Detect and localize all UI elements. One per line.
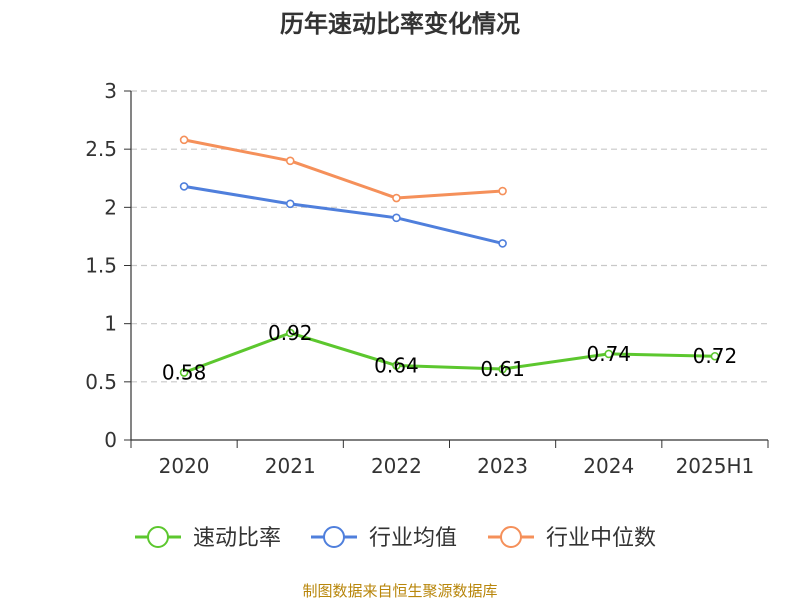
series-line xyxy=(183,184,503,245)
data-point xyxy=(179,182,189,191)
y-tick-label: 2.5 xyxy=(85,137,117,161)
data-labels: 0.58 0.92 0.64 0.61 0.74 0.72 xyxy=(162,321,737,385)
data-label: 0.61 xyxy=(480,357,525,381)
x-tick-label: 2022 xyxy=(371,454,422,478)
series-line xyxy=(183,331,715,374)
data-point xyxy=(498,239,507,248)
x-tick-label: 2021 xyxy=(265,454,316,478)
x-tick-label: 2025H1 xyxy=(676,454,755,478)
x-tick-label: 2023 xyxy=(477,454,528,478)
data-point xyxy=(285,156,295,166)
data-label: 0.74 xyxy=(586,342,631,366)
legend-label: 行业中位数 xyxy=(546,526,656,551)
data-point xyxy=(498,186,507,196)
y-tick-label: 0.5 xyxy=(85,370,117,394)
axes: 0 0.5 1 1.5 2 2.5 3 2020 2021 2022 2023 2024 2025H1 xyxy=(85,79,769,478)
x-tick-label: 2020 xyxy=(159,454,210,478)
legend-marker xyxy=(323,526,345,548)
data-point xyxy=(285,199,295,209)
data-point xyxy=(498,364,507,374)
data-label: 0.58 xyxy=(162,361,207,385)
legend[interactable]: 速动比率 行业均值 行业中位数 xyxy=(135,526,656,551)
data-point xyxy=(392,193,401,203)
y-tick-label: 1 xyxy=(104,312,117,336)
data-label: 0.64 xyxy=(374,354,419,378)
legend-item[interactable]: 速动比率 xyxy=(135,526,281,551)
chart-title: 历年速动比率变化情况 xyxy=(280,10,520,38)
data-point xyxy=(710,351,720,361)
legend-marker xyxy=(147,526,169,548)
y-tick-label: 3 xyxy=(104,79,117,103)
legend-item[interactable]: 行业中位数 xyxy=(488,526,656,551)
y-tick-label: 0 xyxy=(104,428,117,452)
data-point xyxy=(285,328,295,338)
data-label: 0.92 xyxy=(268,321,313,345)
x-tick-label: 2024 xyxy=(583,454,634,478)
source-text: 制图数据来自恒生聚源数据库 xyxy=(302,582,497,600)
series-layer xyxy=(179,135,720,377)
grid xyxy=(131,90,768,383)
series-line xyxy=(183,138,503,200)
y-tick-label: 1.5 xyxy=(85,254,117,278)
legend-label: 速动比率 xyxy=(193,526,281,551)
data-point xyxy=(604,349,614,359)
legend-label: 行业均值 xyxy=(369,526,457,551)
data-point xyxy=(179,135,189,145)
data-point xyxy=(392,361,401,370)
y-tick-label: 2 xyxy=(104,195,117,219)
data-label: 0.72 xyxy=(693,344,738,368)
data-point xyxy=(392,213,401,223)
legend-marker xyxy=(500,526,522,548)
legend-item[interactable]: 行业均值 xyxy=(311,526,457,551)
data-point xyxy=(179,368,189,377)
